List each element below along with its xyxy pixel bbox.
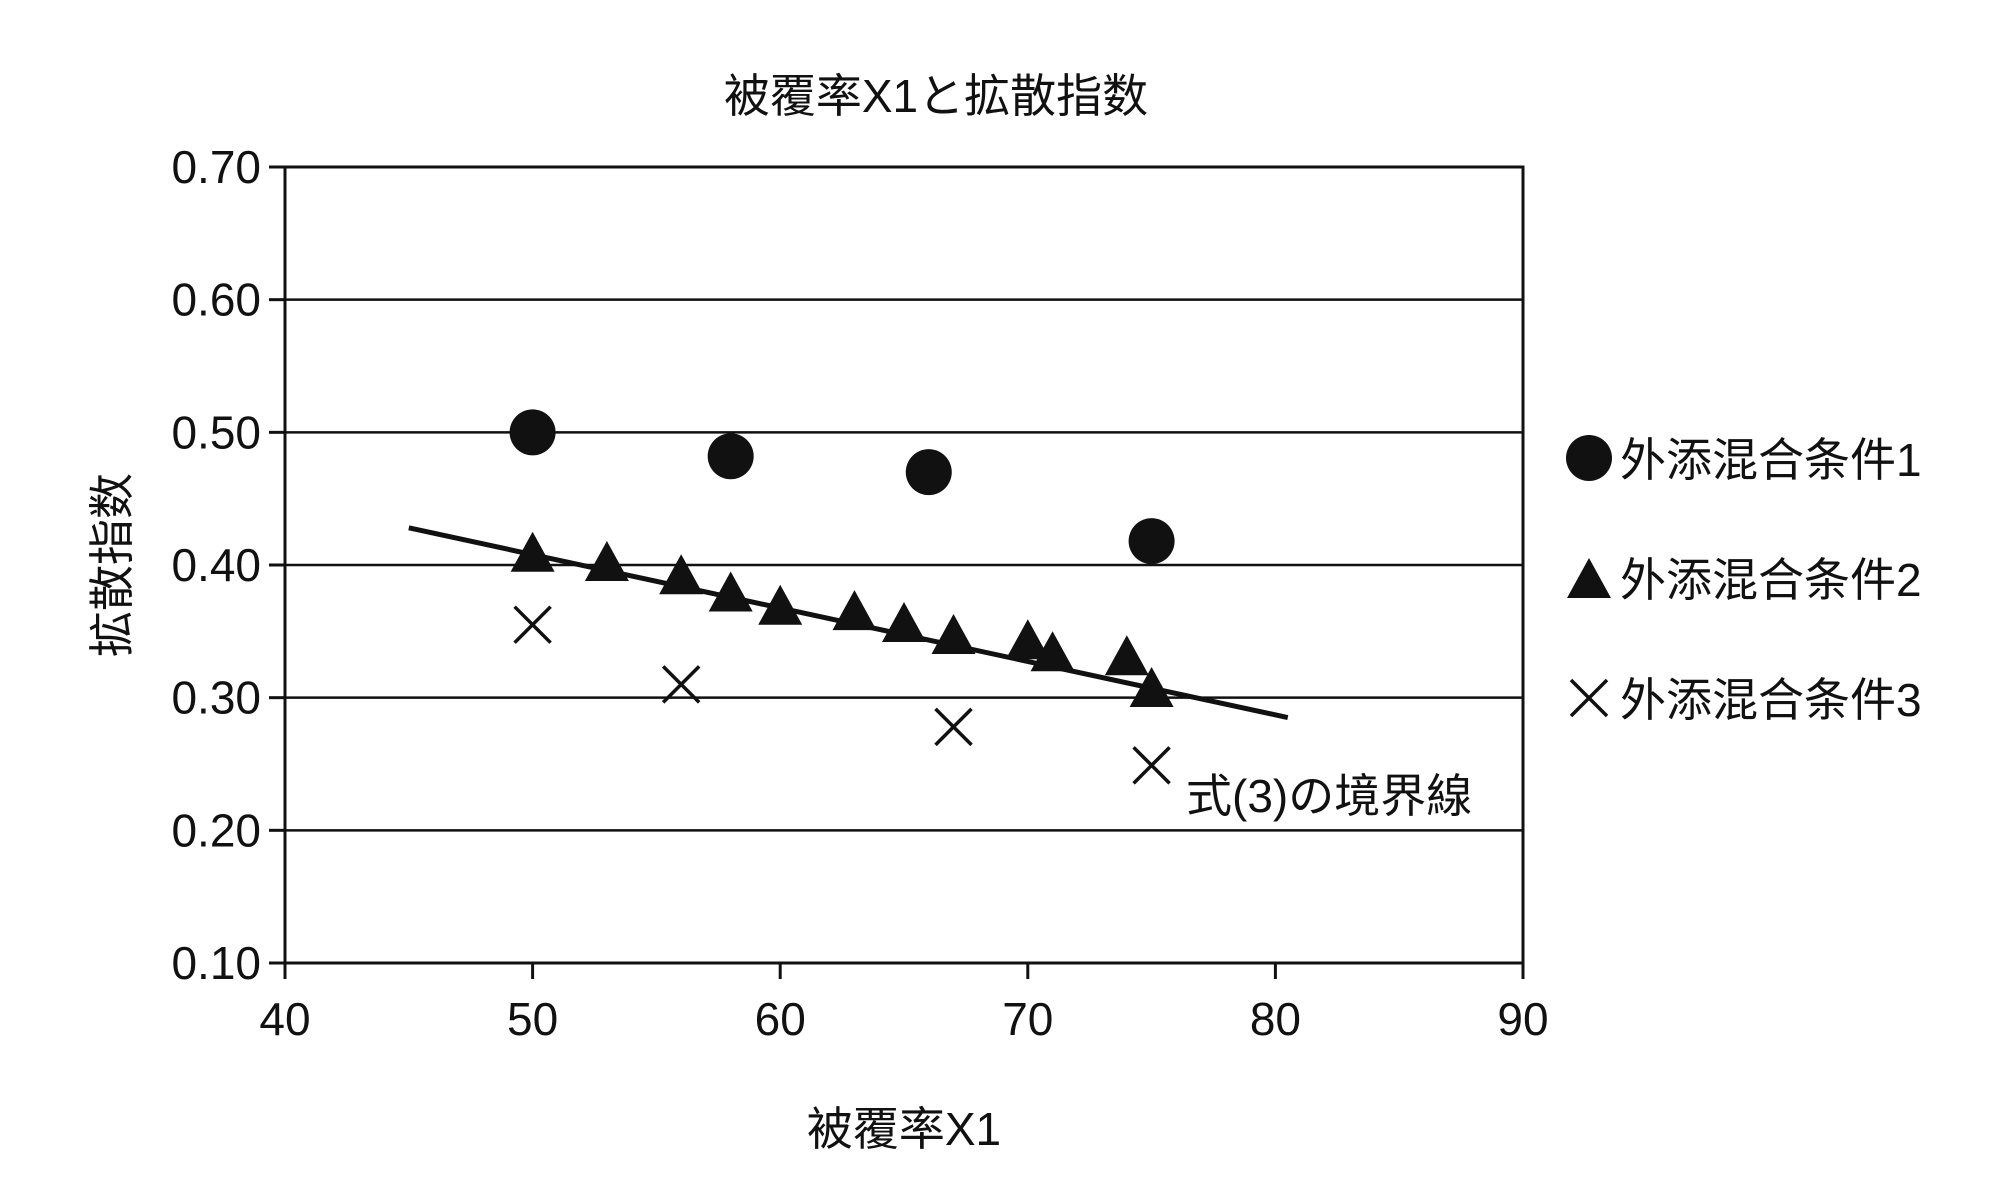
- boundary-line-label: 式(3)の境界線: [1186, 770, 1472, 822]
- x-axis: 40 50 60 70 80 90: [259, 963, 1549, 1045]
- circle-point: [707, 433, 754, 480]
- x-tick-label: 60: [755, 993, 806, 1045]
- legend: 外添混合条件1 外添混合条件2 外添混合条件3: [1566, 434, 1922, 726]
- x-tick-label: 50: [507, 993, 558, 1045]
- cross-point: [661, 665, 701, 704]
- cross-point: [934, 707, 973, 747]
- y-tick-label: 0.10: [171, 937, 261, 989]
- legend-label: 外添混合条件3: [1620, 674, 1922, 726]
- triangle-point: [1030, 631, 1075, 672]
- legend-triangle-marker: [1567, 558, 1611, 598]
- triangle-point: [832, 590, 877, 631]
- legend-label: 外添混合条件2: [1620, 554, 1922, 606]
- y-axis: 0.10 0.20 0.30 0.40 0.50 0.60 0.70: [171, 141, 285, 989]
- triangle-point: [1104, 635, 1149, 676]
- y-tick-label: 0.30: [171, 672, 261, 724]
- x-tick-label: 40: [259, 993, 310, 1045]
- circle-point: [509, 409, 556, 456]
- triangle-point: [1129, 667, 1174, 708]
- y-tick-label: 0.40: [171, 539, 261, 591]
- cross-point: [1132, 746, 1171, 785]
- x-tick-label: 90: [1497, 993, 1548, 1045]
- legend-label: 外添混合条件1: [1620, 434, 1922, 486]
- y-tick-label: 0.70: [171, 141, 261, 193]
- gridlines: [285, 298, 1523, 832]
- x-axis-title: 被覆率X1: [807, 1103, 1001, 1155]
- y-axis-title: 拡散指数: [86, 473, 138, 657]
- circle-point: [1128, 518, 1175, 565]
- y-tick-label: 0.50: [171, 406, 261, 458]
- x-tick-label: 70: [1002, 993, 1053, 1045]
- y-tick-label: 0.60: [171, 274, 261, 326]
- cross-point: [513, 605, 552, 644]
- triangle-point: [882, 602, 926, 643]
- legend-circle-marker: [1566, 435, 1612, 481]
- data-points: [509, 409, 1175, 785]
- triangle-point: [510, 531, 555, 572]
- triangle-point: [659, 554, 704, 595]
- triangle-point: [758, 584, 803, 625]
- triangle-point: [931, 613, 976, 654]
- legend-cross-marker: [1569, 678, 1609, 718]
- triangle-point: [1005, 619, 1050, 660]
- x-tick-label: 80: [1250, 993, 1301, 1045]
- circle-point: [905, 449, 952, 496]
- boundary-line-group: 式(3)の境界線: [408, 525, 1472, 822]
- triangle-point: [584, 541, 629, 582]
- triangle-point: [708, 571, 753, 612]
- chart-title: 被覆率X1と拡散指数: [724, 70, 1148, 122]
- y-tick-label: 0.20: [171, 804, 261, 856]
